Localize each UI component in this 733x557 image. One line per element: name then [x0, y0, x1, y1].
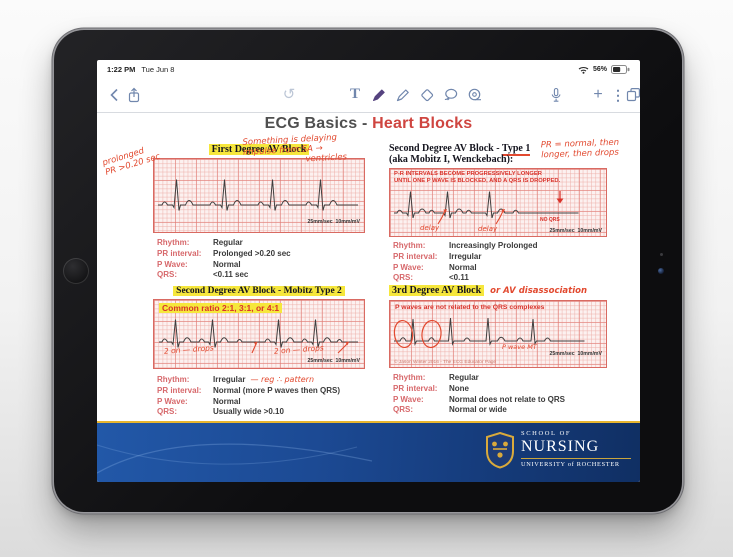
stat-row: Rhythm: Increasingly Prolonged: [393, 241, 538, 250]
swoosh-decoration: [97, 443, 373, 474]
stat-row: PR interval: Irregular: [393, 251, 482, 261]
stat-row: Rhythm: Regular: [157, 238, 243, 247]
quadrant-mobitz-type2: Second Degree AV Block - Mobitz Type 2 C…: [153, 286, 365, 416]
stat-row: QRS: <0.11 sec: [157, 270, 249, 280]
section-heading: Second Degree AV Block - Mobitz Type 2: [153, 286, 365, 296]
ecg-trace: [158, 179, 358, 211]
lasso-tool-button[interactable]: [442, 86, 460, 104]
pen-tool-button[interactable]: [370, 86, 388, 104]
stat-row: QRS: Normal or wide: [393, 405, 507, 415]
quadrant-third-degree: 3rd Degree AV Block or AV disassociation …: [389, 285, 615, 414]
stats-third-degree: Rhythm: Regular PR interval: None P Wave: N…: [393, 373, 615, 416]
quadrant-first-degree: First Degree AV Block 25mm/sec 10mm/mV R…: [153, 144, 365, 279]
section-heading: Second Degree AV Block - Type 1 (aka Mob…: [389, 143, 531, 165]
screen: 1:22 PM Tue Jun 8 56%: [97, 60, 640, 482]
handwriting-av-disassociation: or AV disassociation: [490, 286, 588, 296]
stat-row: QRS: <0.11: [393, 273, 469, 283]
share-button[interactable]: [125, 86, 143, 104]
strip-caption: Common ratio 2:1, 3:1, or 4:1: [159, 303, 283, 313]
more-options-button[interactable]: ⋮: [611, 86, 625, 103]
stats-first-degree: Rhythm: Regular PR interval: Prolonged >0.…: [157, 238, 365, 281]
toolbar: ↺ T + ⋮: [97, 77, 640, 113]
wifi-icon: [578, 67, 589, 74]
home-button[interactable]: [63, 258, 89, 284]
stat-row: PR interval: Normal (more P waves then QR…: [157, 385, 340, 395]
eraser-tool-button[interactable]: [418, 86, 436, 104]
battery-percent: 56%: [592, 66, 607, 73]
date: Tue Jun 8: [141, 65, 175, 74]
ecg-trace: [394, 191, 579, 225]
stat-row: Rhythm: Irregular — reg ∴ pattern: [157, 375, 315, 384]
handwriting-delay: delay: [478, 225, 498, 233]
ecg-strip-mobitz2: Common ratio 2:1, 3:1, or 4:1 2 on — dro…: [153, 299, 365, 369]
tape-tool-button[interactable]: [466, 86, 484, 104]
note-canvas[interactable]: ECG Basics - Heart Blocks First Degree A…: [97, 114, 640, 482]
handwriting-reg-pattern: — reg ∴ pattern: [250, 375, 315, 384]
section-heading: First Degree AV Block: [153, 144, 365, 155]
stat-row: P Wave: Normal: [157, 259, 241, 269]
wordmark-divider: [521, 458, 631, 459]
gold-divider: [97, 421, 640, 423]
stat-row: Rhythm: Regular: [393, 373, 479, 382]
school-wordmark: SCHOOL OF NURSING UNIVERSITY of ROCHESTE…: [521, 430, 631, 468]
ambient-sensor: [660, 253, 663, 256]
page-title: ECG Basics - Heart Blocks: [264, 115, 473, 132]
strip-caption: P-R INTERVALS BECOME PROGRESSIVELY LONGE…: [394, 171, 561, 185]
ipad-device: 1:22 PM Tue Jun 8 56%: [54, 30, 682, 512]
stat-row: P Wave: Normal: [157, 396, 241, 406]
school-of-label: SCHOOL OF: [521, 430, 572, 437]
back-button[interactable]: [105, 86, 123, 104]
handwriting-pr-normal-then: PR = normal, then longer, then drops: [540, 137, 620, 161]
footer-banner: SCHOOL OF NURSING UNIVERSITY of ROCHESTE…: [97, 423, 640, 482]
undo-button[interactable]: ↺: [282, 86, 296, 103]
highlighter-tool-button[interactable]: [394, 86, 412, 104]
ecg-trace: [393, 317, 585, 349]
stat-row: PR interval: None: [393, 383, 469, 393]
stats-type1: Rhythm: Increasingly Prolonged PR interva…: [393, 241, 615, 284]
university-crest-icon: [485, 431, 515, 474]
ecg-strip-third-degree: P waves are not related to the QRS compl…: [389, 300, 607, 368]
pages-button[interactable]: [624, 86, 640, 104]
ecg-strip-first-degree: 25mm/sec 10mm/mV: [153, 158, 365, 233]
stat-row: P Wave: Normal does not relate to QRS: [393, 394, 566, 404]
copyright-label: © Jason Winter 2016 - The ECG Educator P…: [394, 360, 497, 365]
status-bar: 1:22 PM Tue Jun 8 56%: [97, 60, 640, 77]
handwriting-delaying-impulse: Something is delaying impulse from SA → …: [242, 132, 348, 165]
handwriting-delay: delay: [420, 224, 440, 232]
stat-row: PR interval: Prolonged >0.20 sec: [157, 248, 291, 258]
quadrant-second-degree-type1: Second Degree AV Block - Type 1 (aka Mob…: [389, 143, 615, 282]
clock: 1:22 PM: [107, 65, 136, 74]
university-label: UNIVERSITY of ROCHESTER: [521, 461, 620, 468]
front-camera-icon: [658, 268, 664, 274]
calibration-label: 25mm/sec 10mm/mV: [549, 351, 602, 357]
stat-row: P Wave: Normal: [393, 262, 477, 272]
stat-row: QRS: Usually wide >0.10: [157, 407, 284, 417]
add-page-button[interactable]: +: [593, 85, 603, 103]
section-heading: 3rd Degree AV Block or AV disassociation: [389, 285, 615, 297]
battery-icon: [611, 65, 630, 74]
ecg-trace: [159, 319, 358, 354]
calibration-label: 25mm/sec 10mm/mV: [307, 358, 360, 364]
microphone-button[interactable]: [547, 86, 565, 104]
strip-caption: P waves are not related to the QRS compl…: [395, 304, 545, 311]
no-qrs-label: NO QRS: [540, 217, 560, 223]
handwriting-p-wave: P wave MT: [502, 343, 537, 351]
ecg-strip-type1: P-R INTERVALS BECOME PROGRESSIVELY LONGE…: [389, 168, 607, 237]
calibration-label: 25mm/sec 10mm/mV: [549, 228, 602, 234]
stats-mobitz2: Rhythm: Irregular — reg ∴ pattern PR inter…: [157, 375, 365, 418]
calibration-label: 25mm/sec 10mm/mV: [307, 219, 360, 225]
text-tool-button[interactable]: T: [349, 86, 360, 102]
nursing-label: NURSING: [521, 438, 600, 455]
